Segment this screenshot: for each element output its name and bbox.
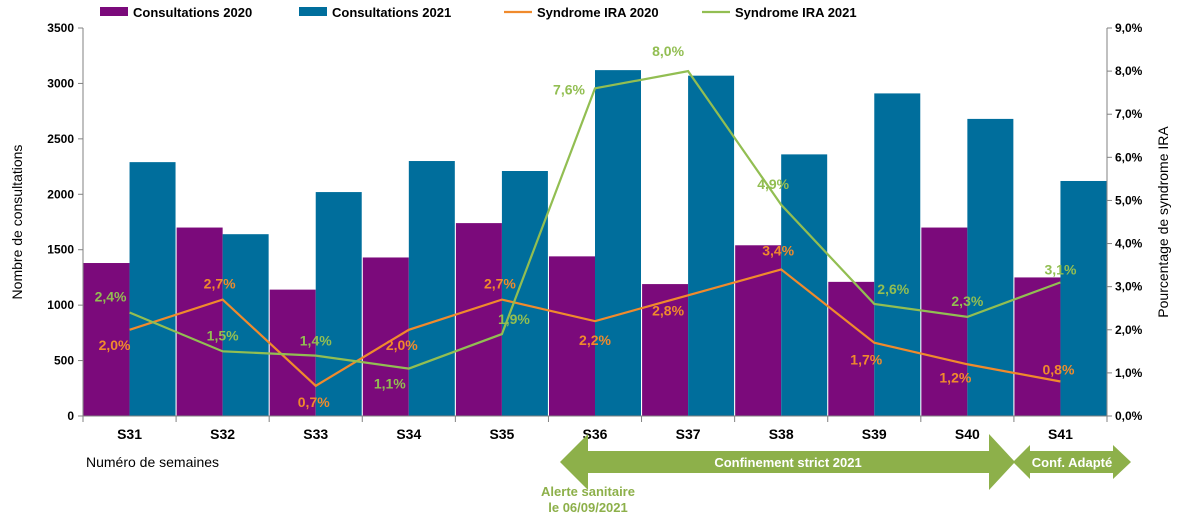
y-tick-label: 3000: [47, 76, 74, 90]
legend-swatch: [299, 7, 327, 16]
line-syndrome-ira-2020: [129, 268, 1061, 388]
legend: Consultations 2020 Consultations 2021 Synd…: [100, 5, 857, 20]
data-label: 3,4%: [762, 242, 794, 258]
legend-label: Syndrome IRA 2021: [735, 5, 857, 20]
legend-label: Consultations 2020: [133, 5, 252, 20]
x-tick-label: S41: [1048, 426, 1073, 442]
y2-tick-label: 0,0%: [1115, 409, 1143, 423]
y2-tick-label: 8,0%: [1115, 64, 1143, 78]
lines: 2,0% 2,7% 0,7% 2,0% 2,7% 2,2% 2,8% 3,4% 1,7% 1,2%…: [95, 43, 1077, 410]
bar-consultations-2021: [595, 70, 641, 416]
line-syndrome-ira-2021: [129, 69, 1061, 370]
data-label: 2,7%: [204, 276, 236, 292]
alerte-label-line1: Alerte sanitaire: [541, 484, 635, 499]
x-tick-label: S32: [210, 426, 235, 442]
y-tick-label: 2000: [47, 187, 74, 201]
bar-consultations-2020: [176, 227, 223, 416]
data-label: 0,8%: [1042, 362, 1074, 378]
y2-axis-title: Pourcentage de syndrome IRA: [1155, 126, 1171, 318]
y-tick-label: 3500: [47, 21, 74, 35]
data-label: 2,0%: [386, 337, 418, 353]
y2-tick-label: 3,0%: [1115, 280, 1143, 294]
x-tick-label: S34: [396, 426, 421, 442]
data-label: 0,7%: [298, 394, 330, 410]
bar-consultations-2020: [828, 281, 875, 416]
data-label: 1,9%: [498, 311, 530, 327]
bar-consultations-2021: [408, 161, 455, 416]
bar-consultations-2020: [83, 263, 130, 416]
y-axis-right: 0,0% 1,0% 2,0% 3,0% 4,0% 5,0% 6,0% 7,0% 8,0% 9,0%…: [1106, 21, 1171, 423]
bar-consultations-2021: [1060, 180, 1107, 416]
bar-consultations-2020: [735, 245, 782, 416]
y2-tick-label: 4,0%: [1115, 237, 1143, 251]
y2-tick-label: 5,0%: [1115, 193, 1143, 207]
x-tick-label: S38: [769, 426, 794, 442]
data-label: 2,8%: [652, 302, 684, 318]
y2-tick-label: 9,0%: [1115, 21, 1143, 35]
y-axis-left: 0 500 1000 1500 2000 2500 3000 3500 Nombre de co…: [9, 21, 84, 423]
bar-consultations-2021: [315, 192, 362, 416]
data-label: 7,6%: [553, 81, 585, 97]
bar-consultations-2021: [874, 93, 921, 417]
data-label: 2,0%: [99, 337, 131, 353]
bar-consultations-2021: [781, 154, 828, 416]
data-label: 2,3%: [951, 293, 983, 309]
data-label: 1,1%: [374, 376, 406, 392]
bars: [83, 70, 1107, 417]
bar-consultations-2021: [222, 234, 269, 416]
bar-consultations-2020: [455, 223, 502, 416]
x-axis: S31 S32 S33 S34 S35 S36 S37 S38 S39 S40 S41 Numéro …: [82, 415, 1108, 470]
legend-label: Syndrome IRA 2020: [537, 5, 659, 20]
alerte-label-line2: le 06/09/2021: [548, 500, 628, 515]
bar-consultations-2020: [1014, 277, 1061, 416]
legend-label: Consultations 2021: [332, 5, 451, 20]
data-label: 2,4%: [95, 289, 127, 305]
bar-consultations-2021: [501, 171, 548, 416]
confinement-strict-arrow: [560, 434, 1015, 490]
conf-adapte-label: Conf. Adapté: [1032, 455, 1112, 470]
bar-consultations-2021: [129, 162, 176, 416]
x-tick-label: S33: [303, 426, 328, 442]
x-tick-label: S35: [489, 426, 514, 442]
x-tick-label: S39: [862, 426, 887, 442]
x-axis-title: Numéro de semaines: [86, 454, 219, 470]
x-tick-label: S31: [117, 426, 142, 442]
data-label: 1,2%: [939, 369, 971, 385]
data-label: 1,7%: [850, 352, 882, 368]
x-tick-label: S36: [583, 426, 608, 442]
y2-tick-label: 1,0%: [1115, 366, 1143, 380]
y2-tick-label: 7,0%: [1115, 107, 1143, 121]
x-tick-label: S40: [955, 426, 980, 442]
y-tick-label: 0: [67, 409, 74, 423]
data-label: 2,2%: [579, 332, 611, 348]
bar-consultations-2020: [921, 227, 968, 416]
data-label: 8,0%: [652, 43, 684, 59]
x-tick-label: S37: [676, 426, 701, 442]
data-label: 3,1%: [1044, 261, 1076, 277]
confinement-strict-label: Confinement strict 2021: [714, 455, 861, 470]
data-label: 4,9%: [757, 176, 789, 192]
y2-tick-label: 6,0%: [1115, 150, 1143, 164]
conf-adapte-arrow: [1013, 445, 1131, 479]
y-tick-label: 2500: [47, 132, 74, 146]
data-label: 2,6%: [877, 281, 909, 297]
y-tick-label: 1000: [47, 298, 74, 312]
y-tick-label: 500: [54, 354, 74, 368]
y2-tick-label: 2,0%: [1115, 323, 1143, 337]
bar-consultations-2021: [688, 75, 735, 416]
y-tick-label: 1500: [47, 243, 74, 257]
data-label: 1,5%: [207, 327, 239, 343]
data-label: 1,4%: [300, 333, 332, 349]
bar-consultations-2020: [549, 256, 595, 416]
data-label: 2,7%: [484, 276, 516, 292]
y-axis-title: Nombre de consultations: [9, 145, 25, 300]
legend-swatch: [100, 7, 128, 16]
annotations: Confinement strict 2021 Conf. Adapté Alert…: [541, 434, 1131, 515]
bar-consultations-2020: [362, 257, 409, 416]
